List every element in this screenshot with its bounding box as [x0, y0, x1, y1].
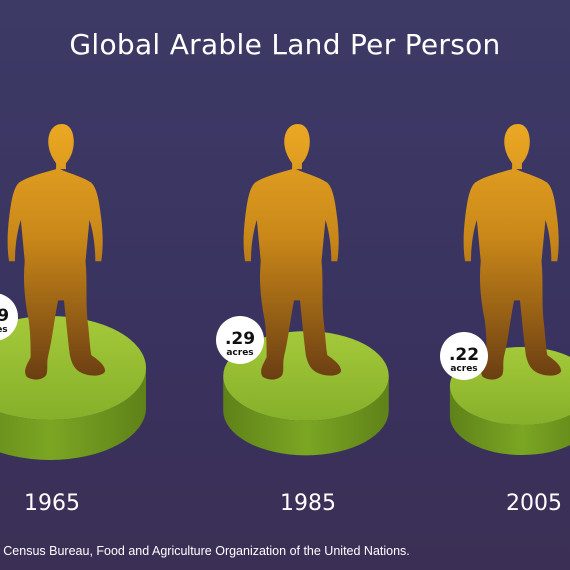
- unit-label: acres: [0, 325, 8, 335]
- source-note: S. Census Bureau, Food and Agriculture O…: [0, 544, 410, 558]
- land-disk-1985: [223, 331, 389, 421]
- person-silhouette-icon: [243, 124, 342, 380]
- land-disk-side: [0, 368, 146, 460]
- year-label-1985: 1985: [280, 491, 336, 516]
- value-label-1985: .29: [225, 329, 255, 349]
- land-disk-side: [223, 376, 389, 456]
- land-disk-side: [449, 386, 570, 455]
- unit-label: acres: [450, 364, 477, 374]
- value-badge: [216, 316, 264, 364]
- chart-title: Global Arable Land Per Person: [69, 28, 501, 61]
- value-badge: [440, 332, 488, 380]
- year-label-2005: 2005: [506, 491, 562, 516]
- person-silhouette-icon: [463, 124, 562, 380]
- year-label-1965: 1965: [24, 491, 80, 516]
- value-label-1965: .39: [0, 306, 9, 326]
- value-label-2005: .22: [449, 345, 479, 365]
- unit-label: acres: [226, 348, 253, 358]
- person-silhouette-icon: [7, 124, 106, 380]
- value-badge: [0, 293, 18, 341]
